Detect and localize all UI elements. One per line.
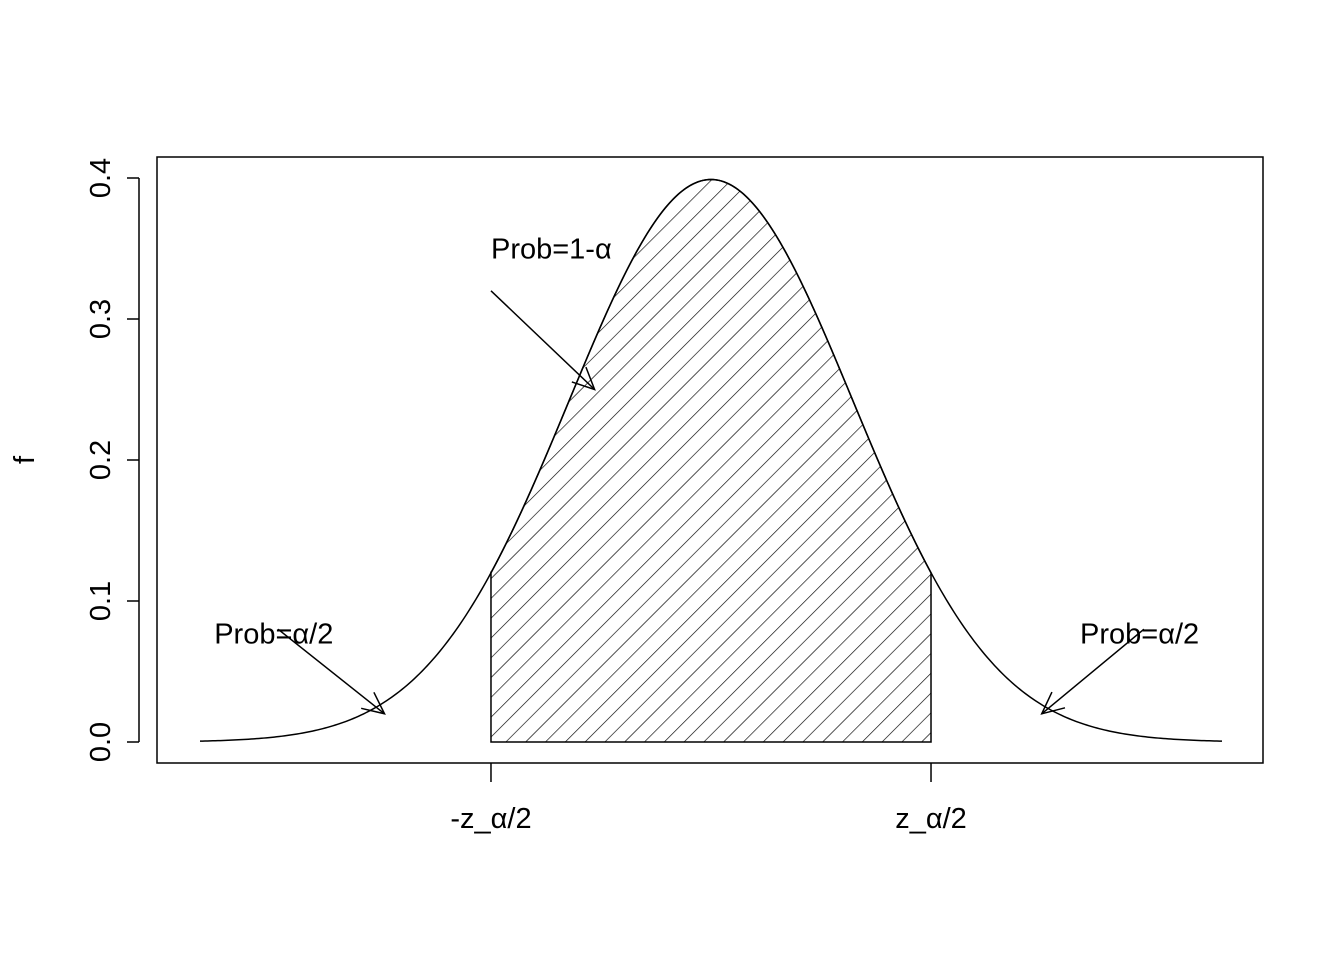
annotations-group: Prob=1-α Prob=α/2 Prob=α/2 (214, 234, 1199, 715)
y-tick-label: 0.2 (85, 440, 117, 480)
annotation-label: Prob=α/2 (1080, 618, 1199, 650)
arrowhead (1040, 691, 1066, 715)
arrowhead (571, 366, 596, 391)
plot-frame (156, 156, 1264, 764)
y-tick-label: 0.1 (85, 581, 117, 621)
hatched-area (490, 179, 932, 743)
annotation-arrow (1041, 628, 1145, 715)
annotation-label: Prob=1-α (491, 234, 612, 266)
axes-group: 0.0 0.1 0.2 0.3 0.4 f -z_α/2 z_α/2 (9, 156, 1264, 835)
annotation-arrow (277, 628, 385, 715)
arrowhead (360, 691, 386, 715)
annotation-arrow (490, 290, 596, 391)
x-tick-label: z_α/2 (895, 803, 967, 835)
y-tick-label: 0.3 (85, 299, 117, 339)
y-axis-label: f (9, 455, 41, 464)
annotation-label: Prob=α/2 (214, 618, 333, 650)
y-tick-label: 0.4 (85, 158, 117, 198)
y-tick-label: 0.0 (85, 722, 117, 762)
x-tick-label: -z_α/2 (450, 803, 531, 835)
